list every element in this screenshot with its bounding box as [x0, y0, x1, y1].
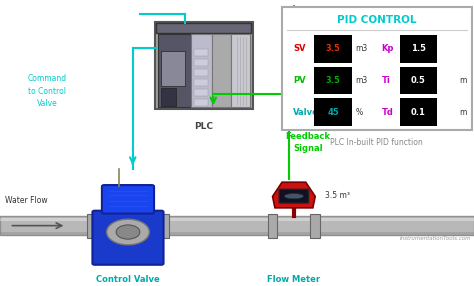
FancyBboxPatch shape	[194, 59, 208, 66]
FancyBboxPatch shape	[0, 217, 474, 235]
FancyBboxPatch shape	[314, 98, 352, 126]
FancyBboxPatch shape	[158, 214, 169, 238]
Circle shape	[107, 219, 149, 245]
Ellipse shape	[284, 194, 303, 199]
FancyBboxPatch shape	[268, 214, 277, 238]
Text: m: m	[459, 108, 467, 117]
FancyBboxPatch shape	[161, 88, 176, 106]
FancyBboxPatch shape	[310, 214, 320, 238]
Text: SV: SV	[293, 44, 305, 53]
Text: 0.1: 0.1	[411, 108, 426, 117]
Text: InstrumentationTools.com: InstrumentationTools.com	[400, 236, 472, 241]
Text: PV: PV	[293, 76, 306, 85]
FancyBboxPatch shape	[0, 218, 474, 221]
Text: PLC: PLC	[194, 122, 213, 132]
FancyBboxPatch shape	[87, 214, 98, 238]
Polygon shape	[273, 182, 315, 208]
FancyBboxPatch shape	[314, 67, 352, 94]
Text: 0.5: 0.5	[411, 76, 426, 85]
FancyBboxPatch shape	[194, 69, 208, 76]
Text: PID CONTROL: PID CONTROL	[337, 15, 417, 25]
Circle shape	[116, 225, 140, 239]
Text: 3.5: 3.5	[326, 76, 340, 85]
FancyBboxPatch shape	[102, 185, 154, 214]
FancyBboxPatch shape	[194, 99, 208, 106]
FancyBboxPatch shape	[156, 23, 251, 33]
Text: m: m	[459, 76, 467, 85]
FancyBboxPatch shape	[191, 33, 212, 107]
FancyBboxPatch shape	[400, 98, 437, 126]
Text: Valve: Valve	[293, 108, 319, 117]
Text: Flow Meter: Flow Meter	[267, 275, 320, 284]
FancyBboxPatch shape	[158, 33, 191, 107]
Text: Water Flow: Water Flow	[5, 196, 47, 205]
FancyBboxPatch shape	[400, 67, 437, 94]
Text: %: %	[356, 108, 363, 117]
Text: 3.5 m³: 3.5 m³	[325, 190, 350, 200]
FancyBboxPatch shape	[161, 51, 185, 86]
Text: Kp: Kp	[382, 44, 394, 53]
FancyBboxPatch shape	[194, 49, 208, 56]
Text: Ti: Ti	[382, 76, 391, 85]
Text: PLC In-built PID function: PLC In-built PID function	[330, 138, 423, 147]
Text: 45: 45	[327, 108, 339, 117]
FancyBboxPatch shape	[231, 33, 250, 107]
FancyBboxPatch shape	[92, 211, 164, 265]
Text: 3.5: 3.5	[326, 44, 340, 53]
FancyBboxPatch shape	[314, 35, 352, 63]
FancyBboxPatch shape	[282, 7, 472, 130]
FancyBboxPatch shape	[279, 189, 309, 203]
FancyBboxPatch shape	[0, 232, 474, 235]
FancyBboxPatch shape	[194, 89, 208, 96]
FancyBboxPatch shape	[400, 35, 437, 63]
Text: Td: Td	[382, 108, 393, 117]
Text: Control Valve: Control Valve	[96, 275, 160, 284]
FancyBboxPatch shape	[212, 33, 231, 107]
Text: 1.5: 1.5	[411, 44, 426, 53]
Text: Feedback
Signal: Feedback Signal	[286, 132, 330, 153]
FancyBboxPatch shape	[155, 22, 253, 109]
FancyBboxPatch shape	[194, 79, 208, 86]
Text: Command
to Control
Valve: Command to Control Valve	[28, 74, 67, 108]
Text: m3: m3	[356, 44, 368, 53]
Text: m3: m3	[356, 76, 368, 85]
